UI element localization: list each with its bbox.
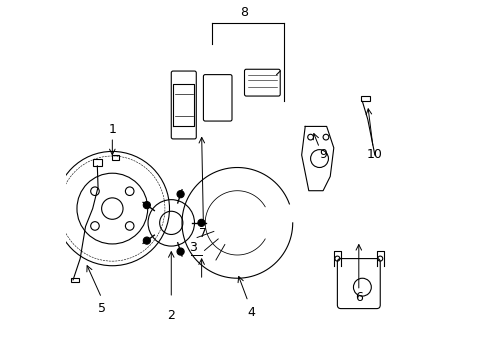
Text: 1: 1 <box>108 123 116 136</box>
Circle shape <box>177 248 184 255</box>
Circle shape <box>143 202 150 209</box>
Circle shape <box>198 219 204 226</box>
Bar <box>112 155 119 160</box>
Text: 3: 3 <box>188 241 196 255</box>
Bar <box>360 96 369 102</box>
Text: 7: 7 <box>199 227 207 240</box>
Text: 9: 9 <box>319 148 326 162</box>
Bar <box>71 278 79 282</box>
Text: 8: 8 <box>240 6 248 19</box>
Bar <box>93 159 102 166</box>
Text: 6: 6 <box>354 291 362 305</box>
Circle shape <box>143 237 150 244</box>
Text: 4: 4 <box>247 306 255 319</box>
Text: 2: 2 <box>167 309 175 322</box>
Text: 10: 10 <box>366 148 382 162</box>
Circle shape <box>177 190 184 198</box>
Text: 5: 5 <box>98 302 105 315</box>
